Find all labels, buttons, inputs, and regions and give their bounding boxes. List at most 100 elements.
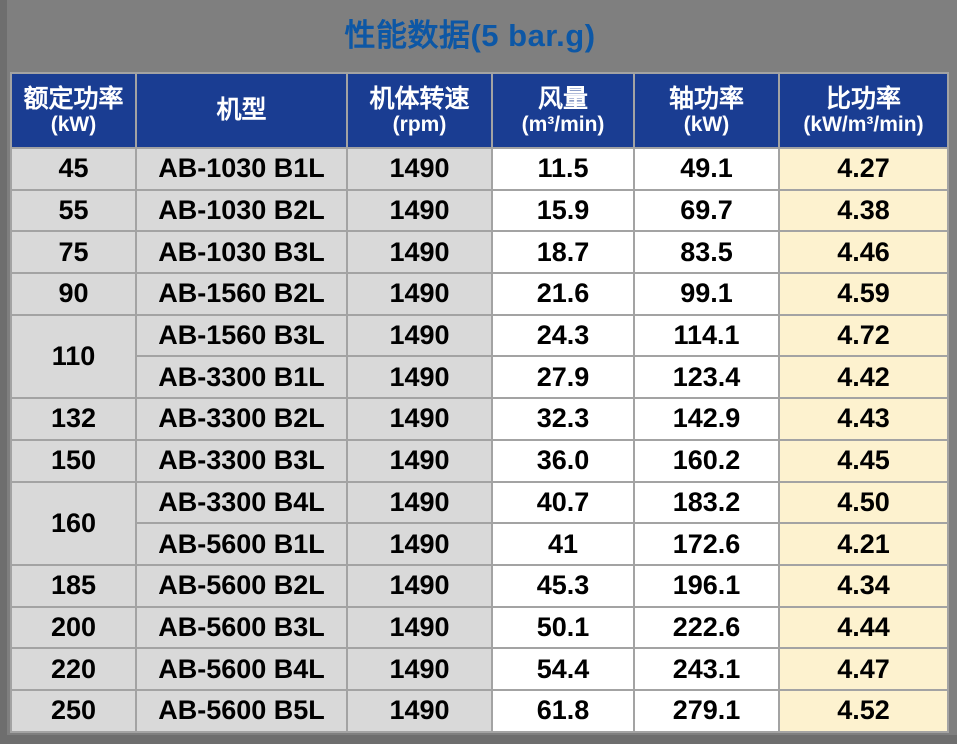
- table-row: 200 AB-5600 B3L 1490 50.1 222.6 4.44: [10, 605, 949, 650]
- cell-model: AB-3300 B3L: [135, 438, 348, 483]
- table-row: 132 AB-3300 B2L 1490 32.3 142.9 4.43: [10, 397, 949, 441]
- header-title: 机体转速: [369, 84, 470, 113]
- cell-speed: 1490: [346, 605, 493, 650]
- header-speed: 机体转速 (rpm): [346, 72, 493, 149]
- table-row: 150 AB-3300 B3L 1490 36.0 160.2 4.45: [10, 438, 949, 483]
- cell-air-flow: 11.5: [491, 147, 635, 191]
- header-unit: (kW): [683, 113, 730, 137]
- cell-air-flow: 40.7: [491, 480, 635, 525]
- cell-air-flow: 50.1: [491, 605, 635, 650]
- cell-speed: 1490: [346, 147, 493, 191]
- header-unit: (kW/m³/min): [803, 113, 924, 137]
- cell-air-flow: 54.4: [491, 647, 635, 691]
- cell-shaft-power: 279.1: [633, 688, 780, 733]
- cell-rated-power: 200: [10, 605, 137, 650]
- cell-rated-power: 75: [10, 230, 137, 275]
- cell-specific-power: 4.47: [778, 647, 949, 691]
- table-row: 90 AB-1560 B2L 1490 21.6 99.1 4.59: [10, 272, 949, 316]
- cell-speed: 1490: [346, 480, 493, 525]
- cell-model: AB-5600 B1L: [135, 522, 348, 566]
- table-row: 55 AB-1030 B2L 1490 15.9 69.7 4.38: [10, 188, 949, 233]
- table-row: AB-3300 B1L 1490 27.9 123.4 4.42: [11, 355, 949, 400]
- cell-shaft-power: 142.9: [633, 397, 780, 441]
- cell-speed: 1490: [346, 688, 493, 733]
- table-row: 110 AB-1560 B3L 1490 24.3 114.1 4.72: [10, 313, 949, 400]
- cell-specific-power: 4.38: [778, 188, 949, 233]
- cell-speed: 1490: [346, 397, 493, 441]
- cell-model: AB-1030 B2L: [135, 188, 348, 233]
- table-row: 45 AB-1030 B1L 1490 11.5 49.1 4.27: [10, 147, 949, 191]
- cell-speed: 1490: [346, 355, 493, 400]
- cell-speed: 1490: [346, 647, 493, 691]
- cell-model: AB-5600 B4L: [135, 647, 348, 691]
- cell-model: AB-5600 B3L: [135, 605, 348, 650]
- page-title: 性能数据(5 bar.g): [344, 18, 596, 53]
- header-title: 额定功率: [23, 84, 124, 113]
- cell-air-flow: 61.8: [491, 688, 635, 733]
- table-row: 220 AB-5600 B4L 1490 54.4 243.1 4.47: [10, 647, 949, 691]
- cell-specific-power: 4.21: [778, 522, 949, 566]
- cell-speed: 1490: [346, 230, 493, 275]
- header-unit: (rpm): [392, 113, 447, 137]
- header-title: 轴功率: [668, 84, 744, 113]
- cell-rated-power: 220: [10, 647, 137, 691]
- cell-specific-power: 4.46: [778, 230, 949, 275]
- table-row: 250 AB-5600 B5L 1490 61.8 279.1 4.52: [10, 688, 949, 733]
- cell-shaft-power: 83.5: [633, 230, 780, 275]
- cell-shaft-power: 183.2: [633, 480, 780, 525]
- cell-model: AB-1030 B1L: [135, 147, 348, 191]
- cell-shaft-power: 243.1: [633, 647, 780, 691]
- cell-air-flow: 45.3: [491, 563, 635, 608]
- cell-specific-power: 4.45: [778, 438, 949, 483]
- header-title: 风量: [537, 84, 588, 113]
- cell-rated-power: 45: [10, 147, 137, 191]
- header-model: 机型: [135, 72, 348, 149]
- cell-rated-power: 250: [10, 688, 137, 733]
- cell-speed: 1490: [346, 522, 493, 566]
- cell-specific-power: 4.27: [778, 147, 949, 191]
- header-unit: (kW): [50, 113, 97, 137]
- header-shaft-power: 轴功率 (kW): [633, 72, 780, 149]
- cell-model: AB-5600 B2L: [135, 563, 348, 608]
- cell-specific-power: 4.50: [778, 480, 949, 525]
- cell-model: AB-3300 B2L: [135, 397, 348, 441]
- cell-rated-power: 90: [10, 272, 137, 316]
- cell-speed: 1490: [346, 272, 493, 316]
- cell-rated-power: 150: [10, 438, 137, 483]
- cell-rated-power: 185: [10, 563, 137, 608]
- table-row: 160 AB-3300 B4L 1490 40.7 183.2 4.50: [10, 480, 949, 566]
- cell-air-flow: 18.7: [491, 230, 635, 275]
- cell-shaft-power: 49.1: [633, 147, 780, 191]
- cell-rated-power: 55: [10, 188, 137, 233]
- table-row: 185 AB-5600 B2L 1490 45.3 196.1 4.34: [10, 563, 949, 608]
- cell-shaft-power: 69.7: [633, 188, 780, 233]
- header-title: 机型: [216, 96, 267, 125]
- cell-air-flow: 21.6: [491, 272, 635, 316]
- cell-speed: 1490: [346, 313, 493, 358]
- header-unit: (m³/min): [521, 113, 605, 137]
- header-title: 比功率: [825, 84, 901, 113]
- cell-shaft-power: 99.1: [633, 272, 780, 316]
- cell-air-flow: 24.3: [491, 313, 635, 358]
- cell-specific-power: 4.42: [778, 355, 949, 400]
- cell-shaft-power: 172.6: [633, 522, 780, 566]
- cell-specific-power: 4.72: [778, 313, 949, 358]
- cell-shaft-power: 222.6: [633, 605, 780, 650]
- performance-table: 额定功率 (kW) 机型 机体转速 (rpm) 风量 (m³/min) 轴功率: [10, 72, 949, 733]
- cell-specific-power: 4.44: [778, 605, 949, 650]
- cell-rated-power-merged: 110: [10, 313, 137, 400]
- cell-specific-power: 4.43: [778, 397, 949, 441]
- cell-air-flow: 32.3: [491, 397, 635, 441]
- cell-specific-power: 4.52: [778, 688, 949, 733]
- cell-shaft-power: 123.4: [633, 355, 780, 400]
- cell-specific-power: 4.34: [778, 563, 949, 608]
- cell-shaft-power: 196.1: [633, 563, 780, 608]
- cell-air-flow: 36.0: [491, 438, 635, 483]
- cell-speed: 1490: [346, 188, 493, 233]
- header-specific-power: 比功率 (kW/m³/min): [778, 72, 949, 149]
- cell-speed: 1490: [346, 438, 493, 483]
- cell-model: AB-5600 B5L: [135, 688, 348, 733]
- header-rated-power: 额定功率 (kW): [10, 72, 137, 149]
- cell-model: AB-1560 B3L: [135, 313, 348, 358]
